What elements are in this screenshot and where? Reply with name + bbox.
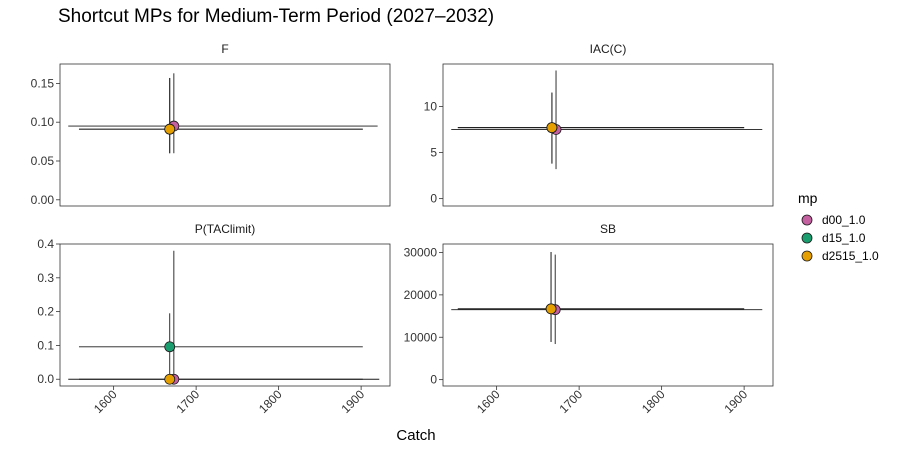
point-d2515_1.0 [545,303,557,315]
legend-items: d00_1.0 d15_1.0 d2515_1.0 [801,213,879,263]
point-d2515_1.0 [164,373,176,385]
point-d2515_1.0 [164,123,176,135]
y-tick-label: 0.1 [37,338,54,352]
legend-item-d00_1.0: d00_1.0 [801,213,866,227]
legend-key [801,250,813,262]
facet-label: P(TAClimit) [195,222,255,236]
panel-border [442,243,774,387]
legend: mp d00_1.0 d15_1.0 d2515_1.0 [798,190,879,263]
point-d15_1.0 [164,341,176,353]
panel-border [442,63,774,207]
y-tick-label: 30000 [404,245,438,259]
legend-label: d00_1.0 [822,213,866,227]
panel-iac-c-: IAC(C) 0 5 10 [424,42,774,207]
legend-label: d2515_1.0 [822,249,879,263]
legend-key [801,232,813,244]
y-tick-label: 10000 [404,330,438,344]
panel-f: F 0.00 0.05 0.10 0.15 [31,42,391,207]
legend-key [801,214,813,226]
legend-item-d15_1.0: d15_1.0 [801,231,866,245]
y-tick-label: 0 [430,373,437,387]
facet-label: SB [600,222,616,236]
y-tick-label: 0.2 [37,305,54,319]
y-tick-label: 5 [430,146,437,160]
legend-item-d2515_1.0: d2515_1.0 [801,249,879,263]
x-tick-label: 1800 [639,387,668,416]
panel-sb: SB 0 10000 20000 30000 1600 1700 1800 1900 [404,222,774,416]
y-tick-label: 0.0 [37,372,54,386]
x-axis-title: Catch [396,427,435,444]
x-tick-label: 1900 [338,387,367,416]
point-d2515_1.0 [546,122,558,134]
x-tick-label: 1700 [173,387,202,416]
x-tick-label: 1900 [721,387,750,416]
y-tick-label: 0.15 [31,76,55,90]
y-tick-label: 0.4 [37,237,54,251]
chart-title: Shortcut MPs for Medium-Term Period (202… [58,6,494,27]
panel-border [59,63,391,207]
y-tick-label: 0.10 [31,115,55,129]
y-tick-label: 0.3 [37,271,54,285]
facet-panels: F0.000.050.100.15IAC(C)0510P(TAClimit)0.… [31,42,774,416]
y-tick-label: 0.00 [31,193,55,207]
panel-border [59,243,391,387]
legend-label: d15_1.0 [822,231,866,245]
y-tick-label: 0.05 [31,154,55,168]
x-tick-label: 1800 [256,387,285,416]
x-tick-label: 1700 [556,387,585,416]
panel-p-taclimit-: P(TAClimit) 0.0 0.1 0.2 0.3 0.4 1600 1700 1800 19… [37,222,391,416]
x-tick-label: 1600 [91,387,120,416]
facet-label: IAC(C) [590,42,627,56]
y-tick-label: 20000 [404,288,438,302]
legend-title: mp [798,190,818,206]
x-tick-label: 1600 [474,387,503,416]
facet-label: F [221,42,228,56]
y-tick-label: 0 [430,192,437,206]
y-tick-label: 10 [424,99,438,113]
